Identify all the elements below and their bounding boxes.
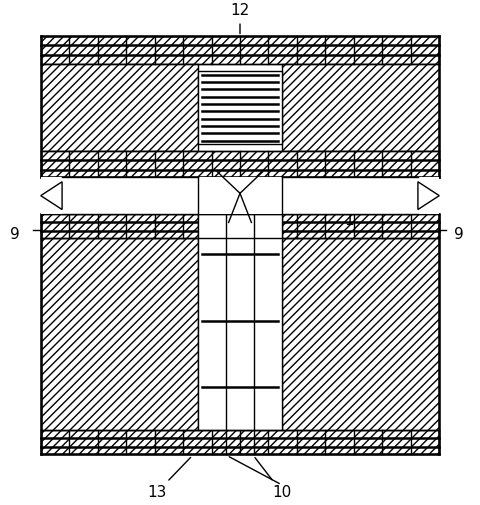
- Text: 9: 9: [454, 227, 464, 242]
- Bar: [282, 238, 439, 430]
- Text: 13: 13: [147, 458, 191, 500]
- Bar: [41, 152, 439, 177]
- Text: 9: 9: [10, 227, 20, 242]
- Bar: [41, 36, 439, 64]
- Bar: [282, 64, 439, 152]
- Text: 1: 1: [344, 213, 354, 228]
- Polygon shape: [418, 182, 439, 210]
- Bar: [41, 238, 198, 430]
- Text: 12: 12: [230, 4, 250, 34]
- Polygon shape: [41, 182, 62, 210]
- Bar: [41, 64, 198, 152]
- Bar: [198, 71, 282, 144]
- Bar: [41, 177, 439, 214]
- Bar: [41, 430, 439, 454]
- Bar: [198, 214, 282, 430]
- Bar: [282, 214, 439, 238]
- Text: 10: 10: [255, 458, 291, 500]
- Bar: [41, 214, 198, 238]
